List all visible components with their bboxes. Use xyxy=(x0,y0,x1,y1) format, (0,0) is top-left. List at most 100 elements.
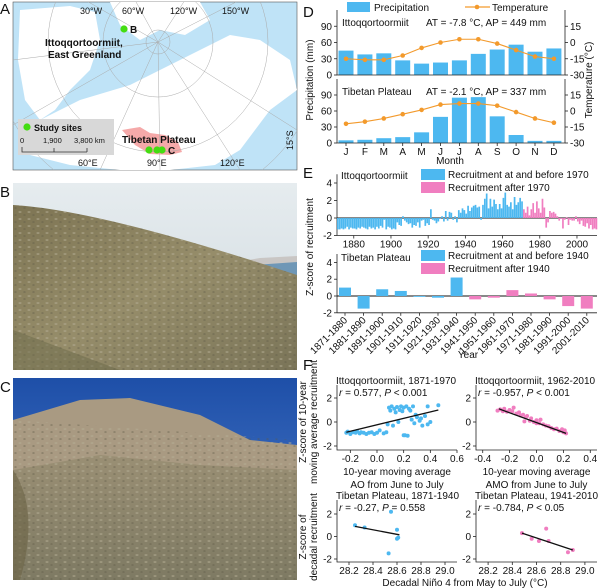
stats-part: r xyxy=(339,503,343,514)
precip-bar xyxy=(508,135,524,143)
recruitment-bar xyxy=(387,218,389,227)
y-tick-label: -2 xyxy=(462,555,471,566)
recruitment-bar xyxy=(424,218,427,226)
scatter-point xyxy=(420,423,425,428)
recruitment-bar xyxy=(504,192,507,218)
recruitment-bar xyxy=(528,215,531,218)
recruitment-bar xyxy=(443,218,445,222)
month-label: M xyxy=(417,147,425,158)
scatter-stats: r = -0.27, P = 0.558 xyxy=(339,503,426,514)
y-tick-label: -2 xyxy=(323,308,332,319)
recruitment-bar xyxy=(498,204,501,218)
site-b-name: East Greenland xyxy=(48,50,121,61)
scatter-stats: r = 0.577, P < 0.001 xyxy=(339,388,428,399)
recruitment-bar xyxy=(470,207,473,218)
recruitment-bar xyxy=(500,208,503,218)
y-tick-label: -2 xyxy=(323,231,332,242)
recruitment-bar xyxy=(403,218,406,221)
recruitment-bar xyxy=(560,218,562,219)
y-tick-label: 0 xyxy=(465,418,471,429)
x-tick-label: 28.2 xyxy=(478,566,498,577)
scale-label: 3,800 km xyxy=(74,136,105,145)
decadal-recruitment-bar xyxy=(487,296,500,298)
decadal-recruitment-bar xyxy=(450,277,463,296)
legend-before-label: Recruitment at and before 1940 xyxy=(448,251,589,262)
temperature-point xyxy=(476,101,481,106)
recruitment-bar xyxy=(361,218,363,227)
x-tick-label: 28.2 xyxy=(339,566,359,577)
recruitment-bar xyxy=(385,218,388,230)
legend-before-swatch xyxy=(421,250,445,261)
recruitment-bar xyxy=(469,211,471,218)
recruitment-bar xyxy=(446,218,449,221)
e-bottom-title: Tibetan Plateau xyxy=(341,253,411,264)
temperature-point xyxy=(438,102,443,107)
precip-bar xyxy=(451,60,467,75)
recruitment-bar xyxy=(340,218,343,229)
map-lon-label: 120°E xyxy=(220,158,245,168)
temperature-point xyxy=(343,121,349,127)
temperature-point xyxy=(362,119,368,124)
recruitment-bar xyxy=(422,218,425,220)
x-tick-label: 28.4 xyxy=(363,566,383,577)
y-tick-label: 4 xyxy=(326,258,332,269)
recruitment-bar xyxy=(337,218,339,230)
y-tick-label: 2 xyxy=(326,510,332,521)
d-bottom-annotation: AT = -2.1 °C, AP = 337 mm xyxy=(426,87,546,98)
scatter-title: Ittoqqortoormiit, 1962-2010 xyxy=(475,376,596,387)
recruitment-bar xyxy=(495,204,497,218)
recruitment-bar xyxy=(452,218,455,220)
site-b-name: Ittoqqortoormiit, xyxy=(45,38,123,49)
precip-bar xyxy=(489,49,505,75)
decadal-recruitment-bar xyxy=(394,290,407,296)
recruitment-bar xyxy=(523,209,525,218)
x-tick-label: -0.2 xyxy=(501,454,519,465)
scale-bar xyxy=(21,147,88,153)
recruitment-bar xyxy=(510,202,512,218)
precip-bar xyxy=(489,116,505,143)
site-c-label: C xyxy=(168,146,175,157)
scatter-point xyxy=(404,404,409,409)
stats-part: P xyxy=(527,388,534,399)
recruitment-bar xyxy=(467,205,469,218)
recruitment-bar xyxy=(456,218,458,223)
temperature-point xyxy=(532,116,538,121)
recruitment-bar xyxy=(550,212,553,218)
recruitment-bar xyxy=(511,209,514,218)
x-tick-label: 0.2 xyxy=(397,454,411,465)
scatter-point xyxy=(411,404,415,409)
stats-part: < 0.001 xyxy=(533,388,570,399)
map-lon-label: 90°E xyxy=(147,158,167,168)
recruitment-bar xyxy=(364,218,367,229)
precip-bar xyxy=(546,48,562,75)
recruitment-bar xyxy=(435,218,438,224)
recruitment-bar xyxy=(368,218,371,227)
recruitment-bar xyxy=(487,208,490,218)
recruitment-bar xyxy=(342,218,345,230)
recruitment-bar xyxy=(476,207,479,218)
recruitment-bar xyxy=(346,218,349,227)
scatter-point xyxy=(534,418,539,423)
precip-bar xyxy=(395,137,411,143)
precip-bar xyxy=(470,97,486,143)
temperature-point xyxy=(513,47,519,53)
precip-bar xyxy=(414,132,430,143)
recruitment-bar xyxy=(489,198,492,218)
recruitment-bar xyxy=(517,202,520,218)
year-label: 1920 xyxy=(417,240,440,251)
recruitment-bar xyxy=(575,216,577,218)
recruitment-bar xyxy=(439,218,442,219)
study-site-marker xyxy=(158,146,166,154)
recruitment-bar xyxy=(407,218,410,225)
x-tick-label: 0.4 xyxy=(423,454,437,465)
temperature-point xyxy=(438,40,443,45)
regression-line xyxy=(521,532,574,551)
f-top-ylabel: moving average recruitment xyxy=(309,360,320,484)
temperature-point xyxy=(419,45,424,51)
recruitment-bar xyxy=(418,218,421,228)
recruitment-bar xyxy=(344,218,347,229)
temperature-point xyxy=(457,36,462,42)
x-tick-label: 28.4 xyxy=(503,566,523,577)
scatter-point xyxy=(510,409,515,414)
recruitment-bar xyxy=(370,218,373,229)
